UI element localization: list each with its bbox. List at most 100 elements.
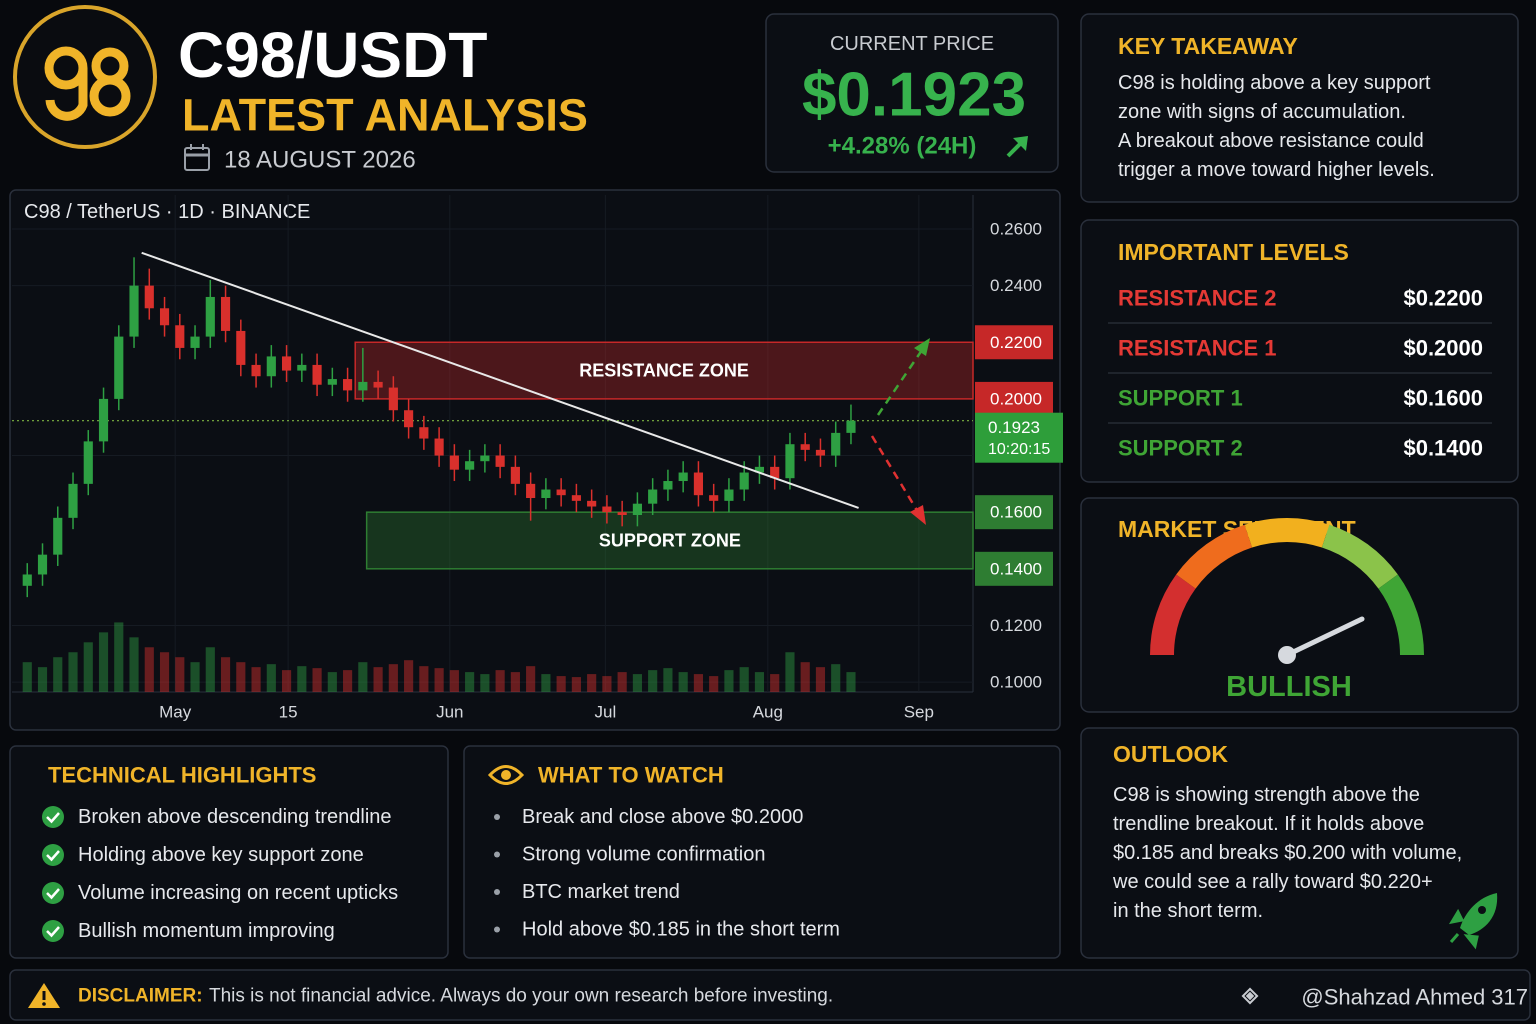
level-value: $0.1400	[1403, 436, 1483, 461]
candle-body	[846, 420, 856, 433]
candle-body	[434, 438, 444, 456]
gauge-hub	[1278, 646, 1296, 664]
candle-body	[343, 379, 353, 391]
volume-bar	[815, 667, 826, 692]
watch-item: BTC market trend	[522, 881, 680, 903]
x-tick-label: May	[159, 703, 192, 722]
takeaway-panel	[1080, 13, 1519, 203]
level-value: $0.2000	[1403, 336, 1483, 361]
volume-bar	[495, 670, 505, 692]
watch-item: Break and close above $0.2000	[522, 806, 803, 828]
highlight-item: Holding above key support zone	[78, 844, 364, 866]
x-tick-label: Sep	[904, 703, 934, 722]
gauge-segment	[1378, 574, 1424, 656]
volume-bar	[175, 657, 185, 692]
level-tag	[975, 551, 1053, 586]
watermark: @Shahzad Ahmed 317	[1301, 985, 1528, 1010]
volume-bar	[343, 670, 353, 692]
candle-body	[663, 481, 673, 490]
volume-bar	[663, 668, 673, 692]
rocket-icon	[1448, 893, 1498, 950]
candle-body	[465, 461, 475, 470]
volume-bar	[83, 642, 93, 692]
gauge-segment	[1150, 574, 1196, 656]
candle-body	[373, 381, 383, 388]
volume-bar	[37, 667, 48, 692]
volume-bar	[587, 674, 597, 692]
volume-bar	[236, 662, 246, 692]
candle-body	[266, 356, 276, 377]
sentiment-panel	[1080, 497, 1519, 713]
x-tick-label: Aug	[753, 703, 783, 722]
candle-body	[617, 512, 627, 516]
candle-body	[541, 489, 551, 499]
volume-bar	[754, 672, 765, 692]
price-change: +4.28% (24H)	[828, 133, 977, 160]
levels-panel	[1080, 219, 1519, 483]
gauge-segment	[1176, 524, 1253, 589]
bullet	[494, 926, 500, 933]
zone	[354, 341, 974, 400]
candle-body	[724, 489, 734, 501]
volume-bar	[129, 637, 139, 692]
candle-body	[83, 441, 93, 484]
outlook-line: trendline breakout. If it holds above	[1113, 813, 1424, 835]
volume-bar	[571, 677, 581, 692]
candle-body	[205, 296, 215, 337]
candle-body	[678, 472, 688, 482]
y-tick-label: 0.2400	[990, 276, 1042, 295]
volume-bar	[190, 662, 200, 692]
volume-bar	[449, 670, 459, 692]
level-tag-label: 0.2200	[990, 333, 1042, 352]
last-price-label: 0.1923	[988, 418, 1040, 437]
candle-body	[495, 455, 505, 467]
candle-body	[22, 574, 32, 586]
check-icon	[42, 844, 64, 866]
gauge-segment	[1321, 524, 1398, 589]
volume-bar	[739, 667, 749, 692]
highlight-item: Volume increasing on recent upticks	[78, 882, 398, 904]
volume-bar	[785, 652, 795, 692]
volume-bar	[144, 647, 154, 692]
volume-bar	[388, 664, 398, 692]
volume-bar	[159, 652, 170, 692]
candle-body	[358, 381, 368, 391]
level-value: $0.2200	[1403, 286, 1483, 311]
check-icon	[42, 920, 64, 942]
volume-bar	[205, 647, 215, 692]
candle-body	[785, 444, 795, 479]
last-price-tag	[975, 412, 1063, 463]
highlights-title: TECHNICAL HIGHLIGHTS	[48, 763, 316, 788]
outlook-line: C98 is showing strength above the	[1113, 784, 1420, 806]
warning-icon	[28, 983, 60, 1008]
volume-bar	[526, 666, 536, 692]
volume-bar	[648, 670, 658, 692]
sentiment-gauge	[1150, 518, 1424, 664]
zone	[365, 511, 974, 570]
takeaway-line: A breakout above resistance could	[1118, 130, 1424, 152]
volume-bar	[800, 662, 810, 692]
candle-body	[419, 427, 429, 439]
volume-bar	[510, 672, 520, 692]
candle-body	[388, 387, 398, 411]
volume-bar	[327, 672, 337, 692]
takeaway-title: KEY TAKEAWAY	[1118, 33, 1298, 59]
volume-bar	[846, 672, 856, 692]
projection-arrows	[870, 338, 930, 525]
watch-item: Hold above $0.185 in the short term	[522, 919, 840, 941]
check-mark	[46, 850, 60, 862]
candle-body	[754, 466, 765, 473]
candle-body	[327, 379, 337, 385]
volume-bar	[419, 666, 429, 692]
candle-body	[220, 296, 231, 331]
level-name: RESISTANCE 1	[1118, 336, 1277, 361]
zone-label: RESISTANCE ZONE	[579, 361, 749, 381]
level-name: SUPPORT 2	[1118, 436, 1243, 461]
candle-body	[602, 506, 612, 513]
volume-bar	[480, 674, 490, 692]
level-value: $0.1600	[1403, 386, 1483, 411]
candle-body	[526, 483, 536, 499]
candle-body	[571, 495, 581, 501]
candle-body	[587, 500, 597, 507]
outlook-title: OUTLOOK	[1113, 741, 1228, 767]
